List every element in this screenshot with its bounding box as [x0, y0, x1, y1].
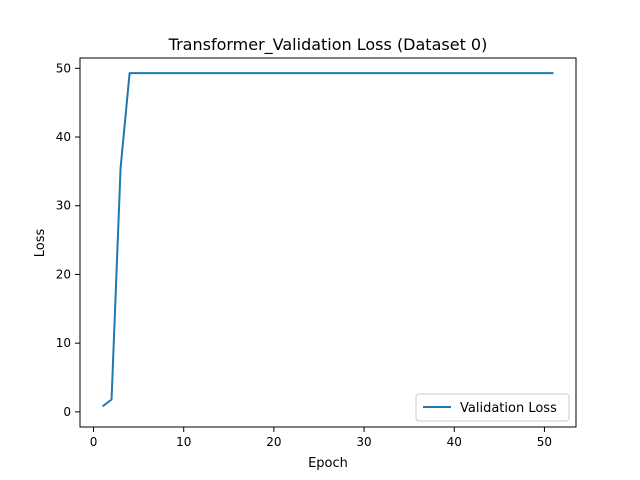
- legend: Validation Loss: [415, 393, 570, 422]
- y-tick-label: 10: [56, 336, 71, 350]
- y-tick-label: 30: [56, 199, 71, 213]
- y-tick-label: 50: [56, 61, 71, 75]
- x-tick-label: 10: [176, 435, 191, 449]
- y-tick-label: 20: [56, 267, 71, 281]
- x-axis: 0 10 20 30 40 50: [90, 427, 552, 449]
- y-tick-label: 40: [56, 130, 71, 144]
- y-tick-label: 0: [63, 405, 71, 419]
- x-tick-label: 50: [537, 435, 552, 449]
- x-tick-label: 0: [90, 435, 98, 449]
- chart-title: Transformer_Validation Loss (Dataset 0): [168, 35, 488, 55]
- plot-frame: [79, 57, 577, 428]
- series-layer: [101, 72, 554, 408]
- x-tick-label: 20: [266, 435, 281, 449]
- x-axis-label: Epoch: [308, 456, 348, 471]
- series-line-validation-loss: [101, 72, 554, 408]
- legend-frame: [415, 393, 570, 422]
- x-tick-label: 30: [356, 435, 371, 449]
- y-axis-label: Loss: [33, 229, 48, 258]
- y-axis: 0 10 20 30 40 50: [56, 61, 80, 419]
- legend-entry-validation-loss: Validation Loss: [460, 401, 557, 416]
- x-tick-label: 40: [447, 435, 462, 449]
